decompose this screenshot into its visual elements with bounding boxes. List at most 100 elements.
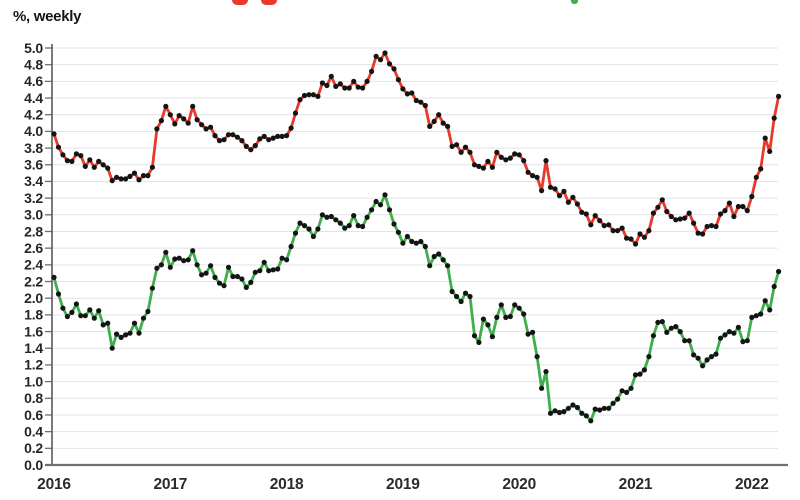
green-series-marker [753, 313, 759, 319]
green-series-marker [131, 320, 138, 326]
red-series-marker [659, 197, 665, 203]
red-series-marker [73, 151, 79, 157]
red-series-marker [105, 165, 111, 171]
green-series-marker [476, 339, 482, 345]
red-series-marker [583, 211, 589, 217]
green-series-marker [163, 249, 169, 255]
y-tick-label: 3.0 [24, 207, 43, 223]
red-series-marker [373, 53, 379, 59]
red-series-marker [606, 222, 612, 228]
red-series-marker [588, 222, 594, 228]
green-series-marker [248, 279, 254, 285]
red-series-marker [270, 135, 276, 141]
red-series-marker [722, 208, 728, 214]
green-series-marker [673, 324, 679, 330]
y-tick-label: 3.8 [24, 140, 43, 156]
red-series-marker [221, 137, 227, 143]
red-series-marker [458, 149, 464, 155]
green-series-marker [78, 313, 84, 319]
red-series-marker [735, 203, 742, 210]
y-tick-label: 0.6 [24, 407, 43, 423]
green-series-marker [288, 243, 294, 250]
red-series-marker [753, 174, 759, 180]
red-series-marker [771, 115, 777, 121]
x-tick-label: 2022 [735, 476, 769, 493]
red-series-marker [418, 99, 424, 105]
green-series-marker [243, 284, 249, 290]
green-series-marker [118, 334, 124, 340]
green-series-marker [96, 308, 102, 314]
cropped-title-descender-red-2 [261, 0, 277, 5]
green-series-marker [82, 313, 88, 319]
green-series-marker [190, 248, 196, 254]
green-series-marker [346, 223, 352, 229]
red-series-marker [395, 77, 401, 83]
red-series-marker [185, 120, 191, 126]
cropped-title-descender-red-1 [232, 0, 248, 5]
green-series-marker [668, 325, 674, 331]
y-tick-label: 0.8 [24, 390, 43, 406]
y-tick-label: 3.2 [24, 190, 43, 206]
green-series-marker [328, 213, 334, 220]
red-series-marker [726, 200, 733, 206]
y-axis-unit-label: %, weekly [13, 8, 82, 25]
red-series-marker [767, 148, 773, 154]
red-series-marker [252, 143, 258, 149]
green-series-marker [539, 385, 545, 391]
red-series-marker [543, 158, 549, 164]
red-series-marker [109, 178, 115, 184]
green-series-marker [552, 408, 558, 414]
red-series-marker [234, 134, 240, 140]
y-tick-label: 0.0 [24, 457, 43, 473]
red-series-marker [494, 149, 500, 155]
green-series-marker [337, 220, 343, 226]
red-series-marker [655, 204, 661, 210]
y-tick-label: 1.2 [24, 357, 43, 373]
red-series-marker [176, 113, 182, 119]
green-series-marker [641, 367, 648, 373]
green-series-marker [726, 329, 733, 335]
green-series-marker [266, 268, 272, 274]
green-series-marker [762, 298, 768, 304]
red-series-marker [471, 162, 478, 168]
red-series-marker [351, 78, 357, 84]
red-series-marker [377, 57, 384, 63]
green-series-marker [637, 371, 643, 377]
green-series-marker [655, 319, 661, 325]
green-series-marker [176, 255, 182, 261]
green-series-marker [646, 354, 652, 360]
red-series-marker [489, 164, 495, 170]
green-series-marker [454, 293, 460, 300]
y-tick-label: 0.4 [24, 423, 43, 439]
y-tick-label: 0.2 [24, 440, 43, 456]
green-series-marker [234, 273, 240, 280]
green-series-marker [149, 285, 155, 291]
red-series-marker [476, 163, 482, 169]
green-series-marker [181, 258, 187, 264]
green-series-marker [109, 345, 115, 351]
red-series-marker [364, 78, 370, 84]
red-series-marker [480, 165, 486, 171]
red-series-marker [704, 223, 710, 230]
red-series-marker [163, 103, 169, 109]
green-series-marker [440, 257, 446, 263]
green-series-marker [395, 229, 401, 235]
green-series-marker [682, 338, 688, 344]
red-series-marker [288, 125, 294, 131]
red-series-marker [521, 158, 527, 164]
red-series-marker [427, 123, 433, 129]
red-series-marker [369, 68, 375, 74]
red-series-marker [619, 225, 625, 231]
red-series-marker [212, 133, 218, 139]
green-series-marker [758, 311, 764, 317]
green-series-marker [310, 233, 316, 240]
red-series-marker [686, 210, 692, 216]
green-series-marker [686, 338, 692, 344]
green-series-marker [185, 257, 191, 263]
green-series-marker [592, 406, 598, 412]
red-series-marker [136, 177, 142, 183]
y-tick-label: 1.8 [24, 307, 43, 323]
red-series-marker [100, 162, 106, 168]
green-series-marker [462, 290, 469, 296]
red-series-marker [149, 164, 155, 170]
